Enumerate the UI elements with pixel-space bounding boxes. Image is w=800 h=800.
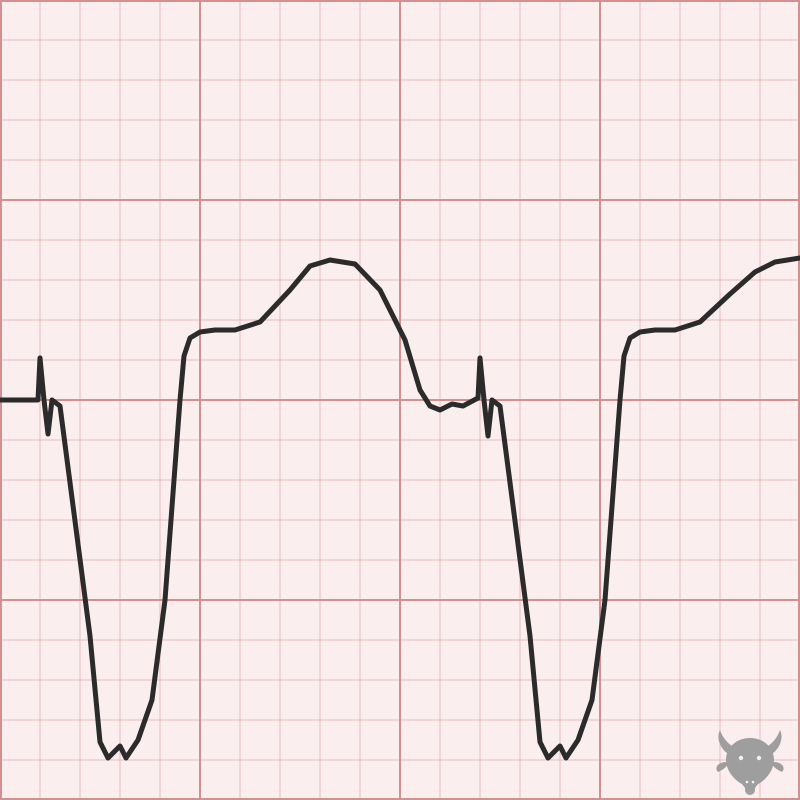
- ecg-svg: [0, 0, 800, 800]
- ecg-chart: [0, 0, 800, 800]
